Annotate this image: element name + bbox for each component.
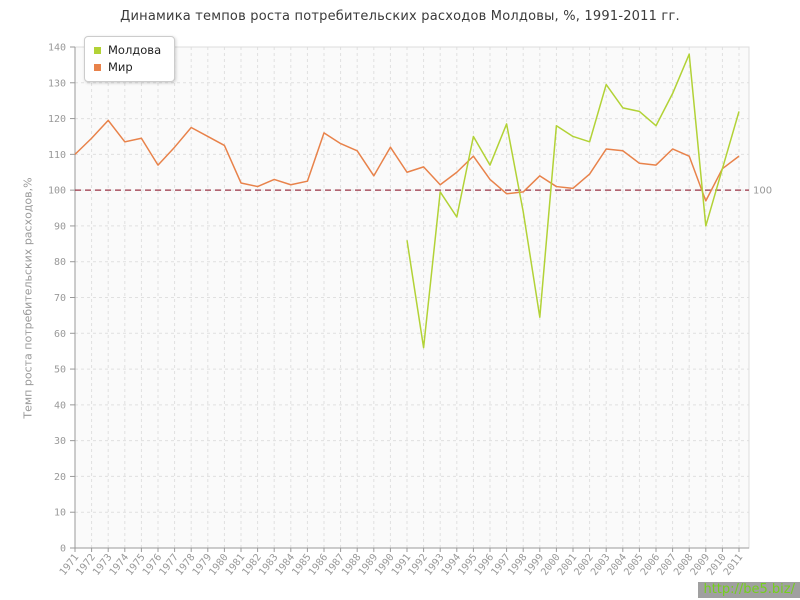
watermark-link[interactable]: http://be5.biz/ (698, 582, 800, 598)
svg-text:130: 130 (48, 78, 66, 89)
svg-text:0: 0 (60, 544, 66, 555)
svg-text:120: 120 (48, 114, 66, 125)
svg-text:90: 90 (54, 221, 66, 232)
svg-text:20: 20 (54, 472, 66, 483)
svg-text:50: 50 (54, 365, 66, 376)
svg-text:2011: 2011 (722, 552, 746, 578)
world-series-marker-icon (94, 64, 101, 71)
legend-label-world: Мир (108, 60, 133, 74)
svg-text:140: 140 (48, 43, 66, 54)
svg-text:100: 100 (753, 186, 772, 197)
svg-text:70: 70 (54, 293, 66, 304)
svg-text:10: 10 (54, 508, 66, 519)
svg-text:110: 110 (48, 150, 66, 161)
svg-text:60: 60 (54, 329, 66, 340)
svg-text:80: 80 (54, 257, 66, 268)
moldova-series-marker-icon (94, 47, 101, 54)
legend: Молдова Мир (84, 36, 176, 82)
svg-text:40: 40 (54, 400, 66, 411)
svg-text:30: 30 (54, 436, 66, 447)
legend-item-world: Мир (94, 59, 161, 76)
svg-text:100: 100 (48, 186, 66, 197)
chart-title: Динамика темпов роста потребительских ра… (120, 9, 680, 24)
legend-item-moldova: Молдова (94, 42, 161, 59)
legend-label-moldova: Молдова (108, 43, 162, 57)
